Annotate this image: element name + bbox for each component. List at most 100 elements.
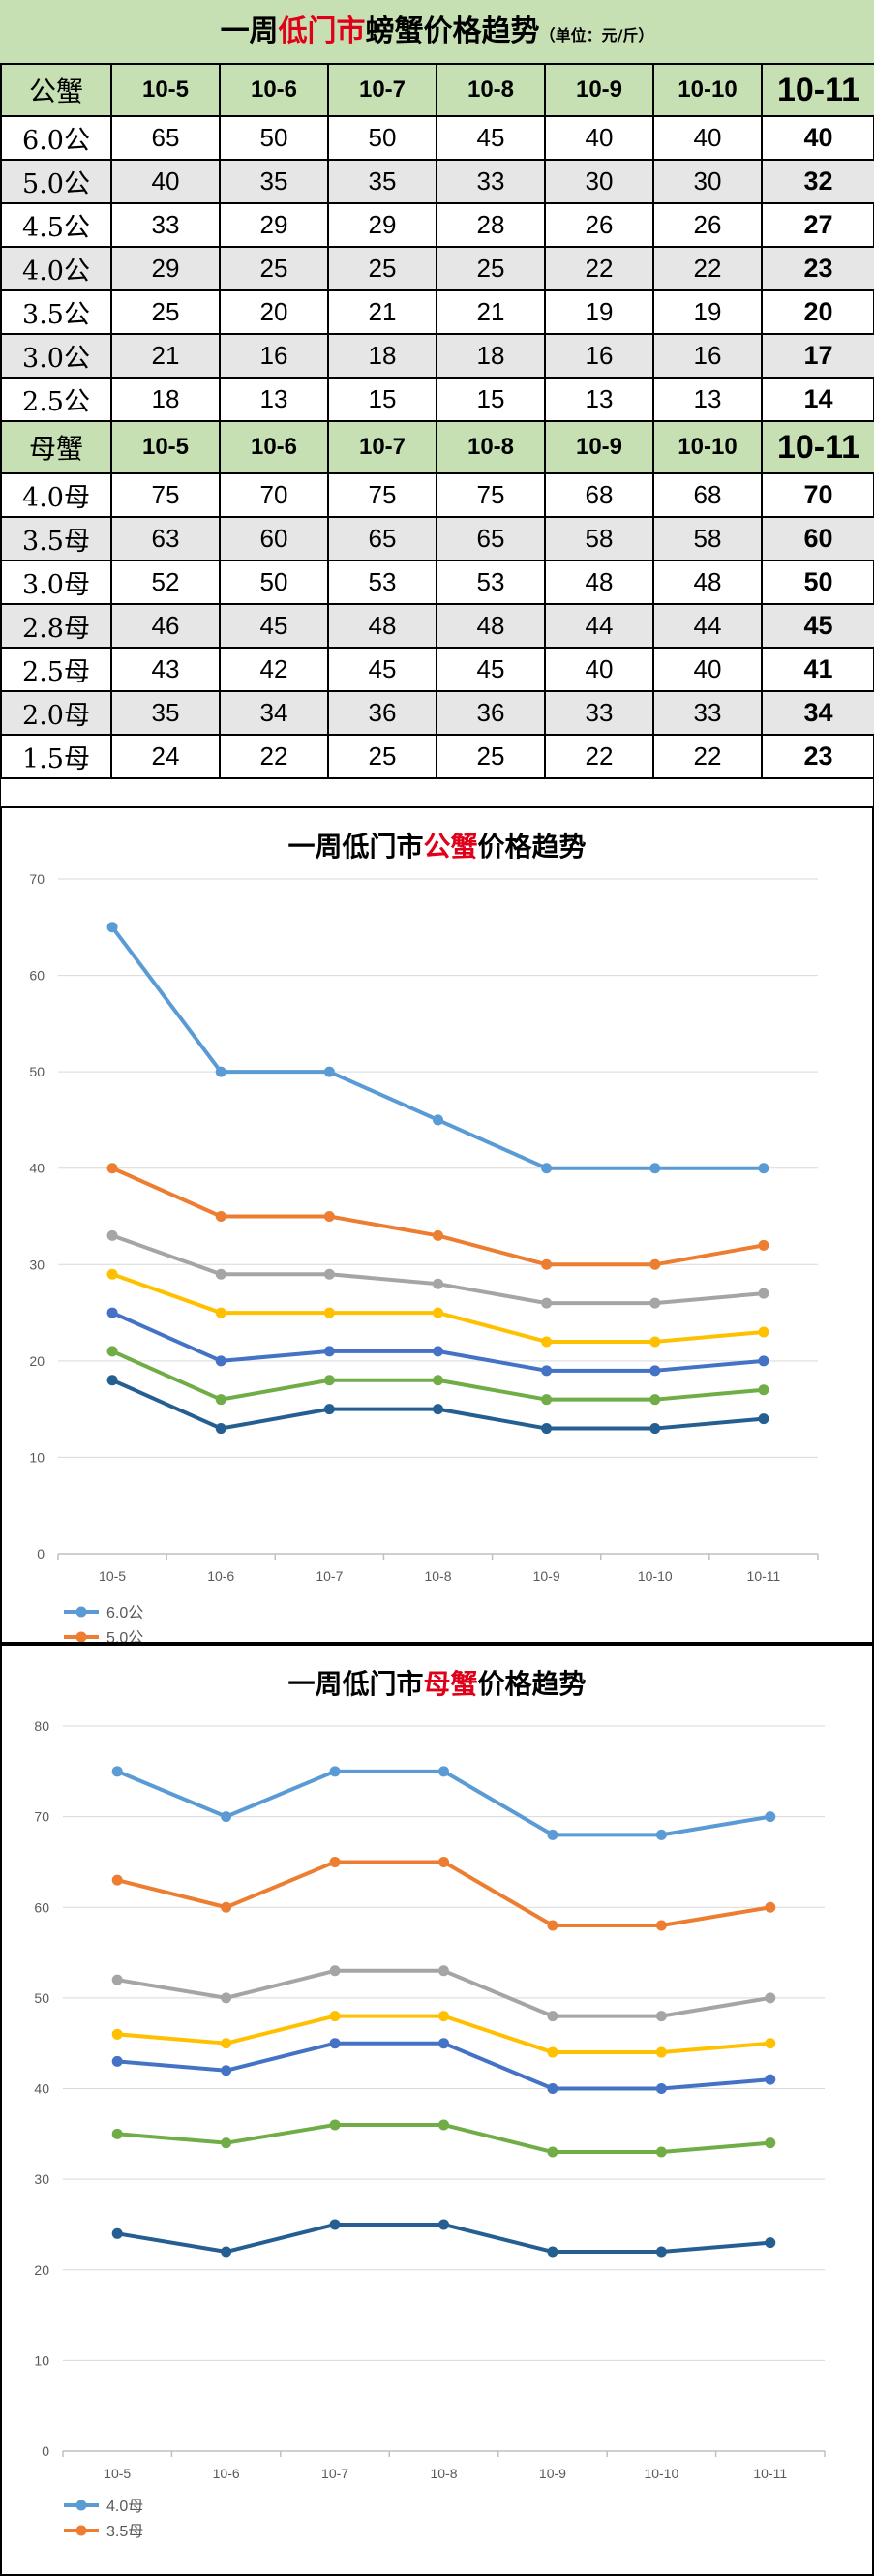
legend-label: 5.0公	[106, 1630, 143, 1642]
y-tick-label: 30	[29, 1257, 45, 1272]
female-corner-label: 母蟹	[0, 420, 112, 474]
data-point	[758, 1384, 769, 1396]
price-cell: 13	[219, 377, 329, 422]
data-point	[649, 1394, 661, 1406]
data-point	[329, 2011, 341, 2022]
price-cell: 34	[219, 690, 329, 736]
price-cell: 65	[327, 516, 437, 561]
female-size-label: 2.8母	[0, 603, 112, 649]
male-size-label: 5.0公	[0, 159, 112, 204]
price-cell: 26	[544, 202, 654, 248]
female-size-label: 2.5母	[0, 647, 112, 692]
data-point	[111, 1766, 123, 1777]
male-corner-label: 公蟹	[0, 63, 112, 117]
price-cell: 20	[761, 289, 874, 335]
female-date-header: 10-9	[544, 420, 654, 474]
page-title: 一周低门市螃蟹价格趋势（单位：元/斤）	[0, 0, 874, 65]
price-cell: 46	[110, 603, 221, 649]
data-point	[221, 1901, 232, 1913]
price-cell: 21	[436, 289, 546, 335]
series-line	[116, 1860, 771, 1927]
y-tick-label: 10	[29, 1449, 45, 1465]
male-chart-title-prefix: 一周低门市	[287, 831, 424, 863]
price-cell: 36	[436, 690, 546, 736]
price-cell: 22	[219, 734, 329, 779]
data-point	[433, 1375, 443, 1386]
data-point	[221, 2065, 232, 2076]
table-row: 3.0公 21 16 18 18 16 16 17	[0, 333, 874, 379]
table-row: 2.5公 18 13 15 15 13 13 14	[0, 377, 874, 422]
y-tick-label: 70	[34, 1809, 49, 1825]
female-chart-title-prefix: 一周低门市	[287, 1668, 424, 1700]
price-cell: 34	[761, 690, 874, 736]
price-cell: 25	[327, 246, 437, 291]
male-date-header: 10-5	[110, 63, 221, 117]
price-cell: 68	[652, 472, 763, 518]
legend-label: 4.0母	[106, 2499, 143, 2515]
data-point	[215, 1066, 226, 1077]
price-cell: 40	[652, 647, 763, 692]
data-point	[758, 1355, 769, 1367]
male-date-header: 10-6	[219, 63, 329, 117]
data-point	[111, 2028, 123, 2040]
y-tick-label: 40	[34, 2081, 49, 2097]
male-date-header: 10-10	[652, 63, 763, 117]
price-cell: 45	[761, 603, 874, 649]
y-tick-label: 80	[34, 1718, 49, 1734]
female-date-header: 10-11	[761, 420, 874, 474]
price-cell: 48	[652, 560, 763, 605]
price-cell: 30	[652, 159, 763, 204]
title-suffix: 螃蟹价格趋势	[365, 15, 540, 48]
price-cell: 29	[219, 202, 329, 248]
price-cell: 16	[652, 333, 763, 379]
price-cell: 33	[544, 690, 654, 736]
y-tick-label: 50	[34, 1990, 49, 2006]
male-date-header: 10-9	[544, 63, 654, 117]
price-cell: 35	[219, 159, 329, 204]
x-tick-label: 10-9	[539, 2466, 566, 2481]
table-row: 2.5母 43 42 45 45 40 40 41	[0, 647, 874, 692]
data-point	[655, 1920, 667, 1931]
female-date-header: 10-7	[327, 420, 437, 474]
data-point	[329, 2038, 341, 2049]
price-cell: 65	[110, 115, 221, 161]
x-tick-label: 10-10	[638, 1568, 673, 1584]
female-date-header: 10-8	[436, 420, 546, 474]
price-cell: 15	[327, 377, 437, 422]
data-point	[541, 1336, 553, 1348]
y-tick-label: 60	[34, 1899, 49, 1915]
data-point	[655, 2146, 667, 2158]
price-cell: 21	[327, 289, 437, 335]
data-point	[541, 1163, 553, 1174]
price-cell: 25	[219, 246, 329, 291]
price-cell: 65	[436, 516, 546, 561]
table-row: 3.5母 63 60 65 65 58 58 60	[0, 516, 874, 561]
price-cell: 40	[761, 115, 874, 161]
price-cell: 17	[761, 333, 874, 379]
data-point	[649, 1163, 661, 1174]
x-tick-label: 10-6	[207, 1568, 234, 1584]
title-highlight: 低门市	[278, 15, 366, 48]
table-row: 2.8母 46 45 48 48 44 44 45	[0, 603, 874, 649]
male-table-header-row: 公蟹 10-5 10-6 10-7 10-8 10-9 10-10 10-11	[0, 63, 874, 117]
male-chart-title-highlight: 公蟹	[423, 831, 478, 863]
price-cell: 13	[652, 377, 763, 422]
legend-label: 6.0公	[106, 1605, 143, 1621]
title-unit: （单位：元/斤）	[539, 26, 654, 45]
male-price-line-chart: 0 10 20 30 40 50 60 70 10-5 10-6 10-7 10-8 10-9 10-10…	[29, 871, 819, 1642]
y-tick-label: 0	[37, 1546, 45, 1561]
price-cell: 40	[110, 159, 221, 204]
price-cell: 27	[761, 202, 874, 248]
data-point	[106, 1307, 118, 1318]
price-cell: 33	[652, 690, 763, 736]
female-date-header: 10-5	[110, 420, 221, 474]
price-cell: 33	[110, 202, 221, 248]
data-point	[323, 1375, 335, 1386]
x-tick-label: 10-11	[747, 1568, 781, 1584]
data-point	[329, 1766, 341, 1777]
price-cell: 32	[761, 159, 874, 204]
data-point	[215, 1355, 226, 1367]
data-point	[323, 1404, 335, 1415]
y-tick-label: 70	[29, 871, 45, 887]
female-table-header-row: 母蟹 10-5 10-6 10-7 10-8 10-9 10-10 10-11	[0, 420, 874, 474]
